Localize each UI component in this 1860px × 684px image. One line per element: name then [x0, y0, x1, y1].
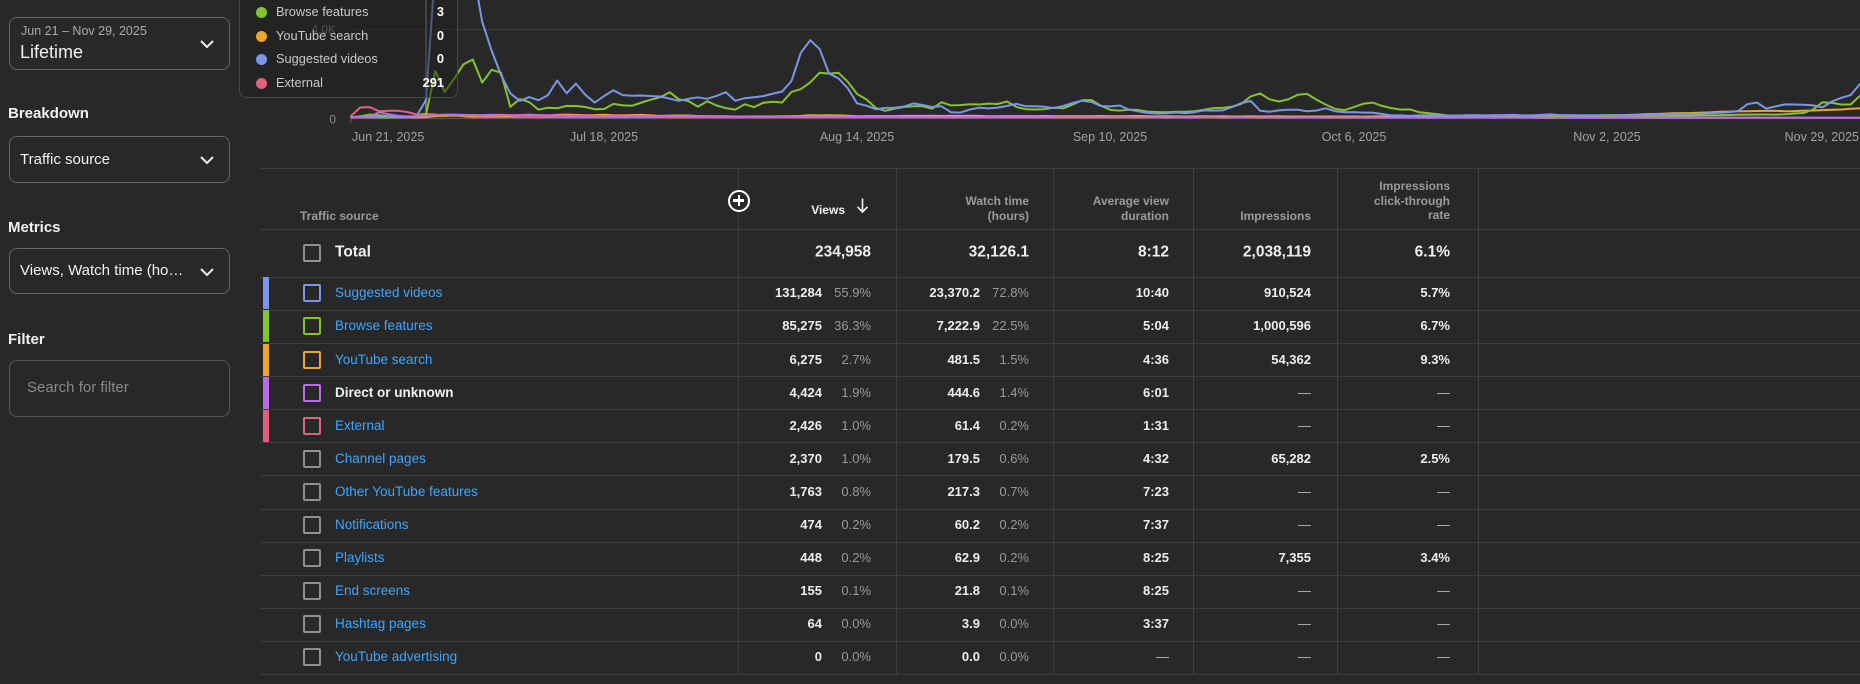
svg-text:0: 0	[329, 113, 336, 127]
